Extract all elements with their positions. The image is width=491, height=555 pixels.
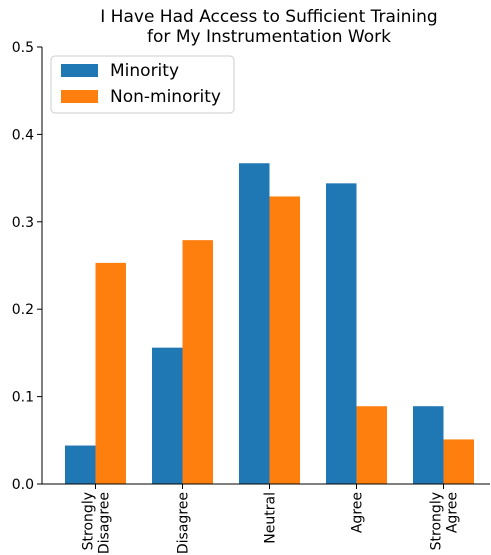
x-tick-label: Strongly Agree (429, 492, 461, 550)
x-tick-label: Neutral (263, 492, 279, 544)
bar-minority-1 (152, 347, 183, 484)
y-tick-label: 0.3 (12, 215, 34, 231)
y-tick-label: 0.2 (12, 302, 34, 318)
chart-title-text: I Have Had Access to Sufficient Training… (100, 7, 437, 47)
y-tick-label: 0.0 (12, 477, 34, 493)
bars-group (65, 163, 474, 485)
bar-non-minority-4 (443, 439, 474, 484)
bar-minority-0 (65, 445, 96, 484)
chart-title: I Have Had Access to Sufficient Training… (100, 7, 437, 47)
bar-non-minority-0 (95, 262, 126, 484)
y-tick-label: 0.1 (12, 390, 34, 406)
x-tick-label-line: Agree (445, 492, 461, 533)
bar-minority-2 (239, 163, 270, 484)
x-tick-label: Agree (350, 492, 366, 533)
bar-non-minority-3 (356, 406, 387, 484)
x-tick-label-line: Strongly (429, 492, 445, 550)
legend-label: Minority (110, 61, 179, 81)
legend-swatch (61, 90, 98, 103)
bar-minority-4 (413, 406, 444, 484)
legend: Minority Non-minority (50, 55, 235, 114)
chart-title-line: for My Instrumentation Work (147, 27, 391, 47)
y-tick-label: 0.4 (12, 127, 34, 143)
bar-minority-3 (326, 183, 357, 484)
legend-swatch (61, 64, 98, 77)
x-tick-label-line: Strongly (81, 492, 97, 550)
chart-title-line: I Have Had Access to Sufficient Training (100, 7, 437, 27)
bar-non-minority-1 (182, 240, 213, 484)
x-tick-label-line: Agree (350, 492, 366, 533)
x-tick-label: Strongly Disagree (81, 492, 113, 554)
y-tick-label: 0.5 (12, 40, 34, 56)
x-tick-label-line: Neutral (263, 492, 279, 544)
x-tick-label-line: Disagree (176, 492, 192, 554)
bar-non-minority-2 (269, 196, 300, 485)
legend-label: Non-minority (110, 87, 221, 107)
x-tick-label: Disagree (176, 492, 192, 554)
x-tick-label-line: Disagree (97, 492, 113, 554)
